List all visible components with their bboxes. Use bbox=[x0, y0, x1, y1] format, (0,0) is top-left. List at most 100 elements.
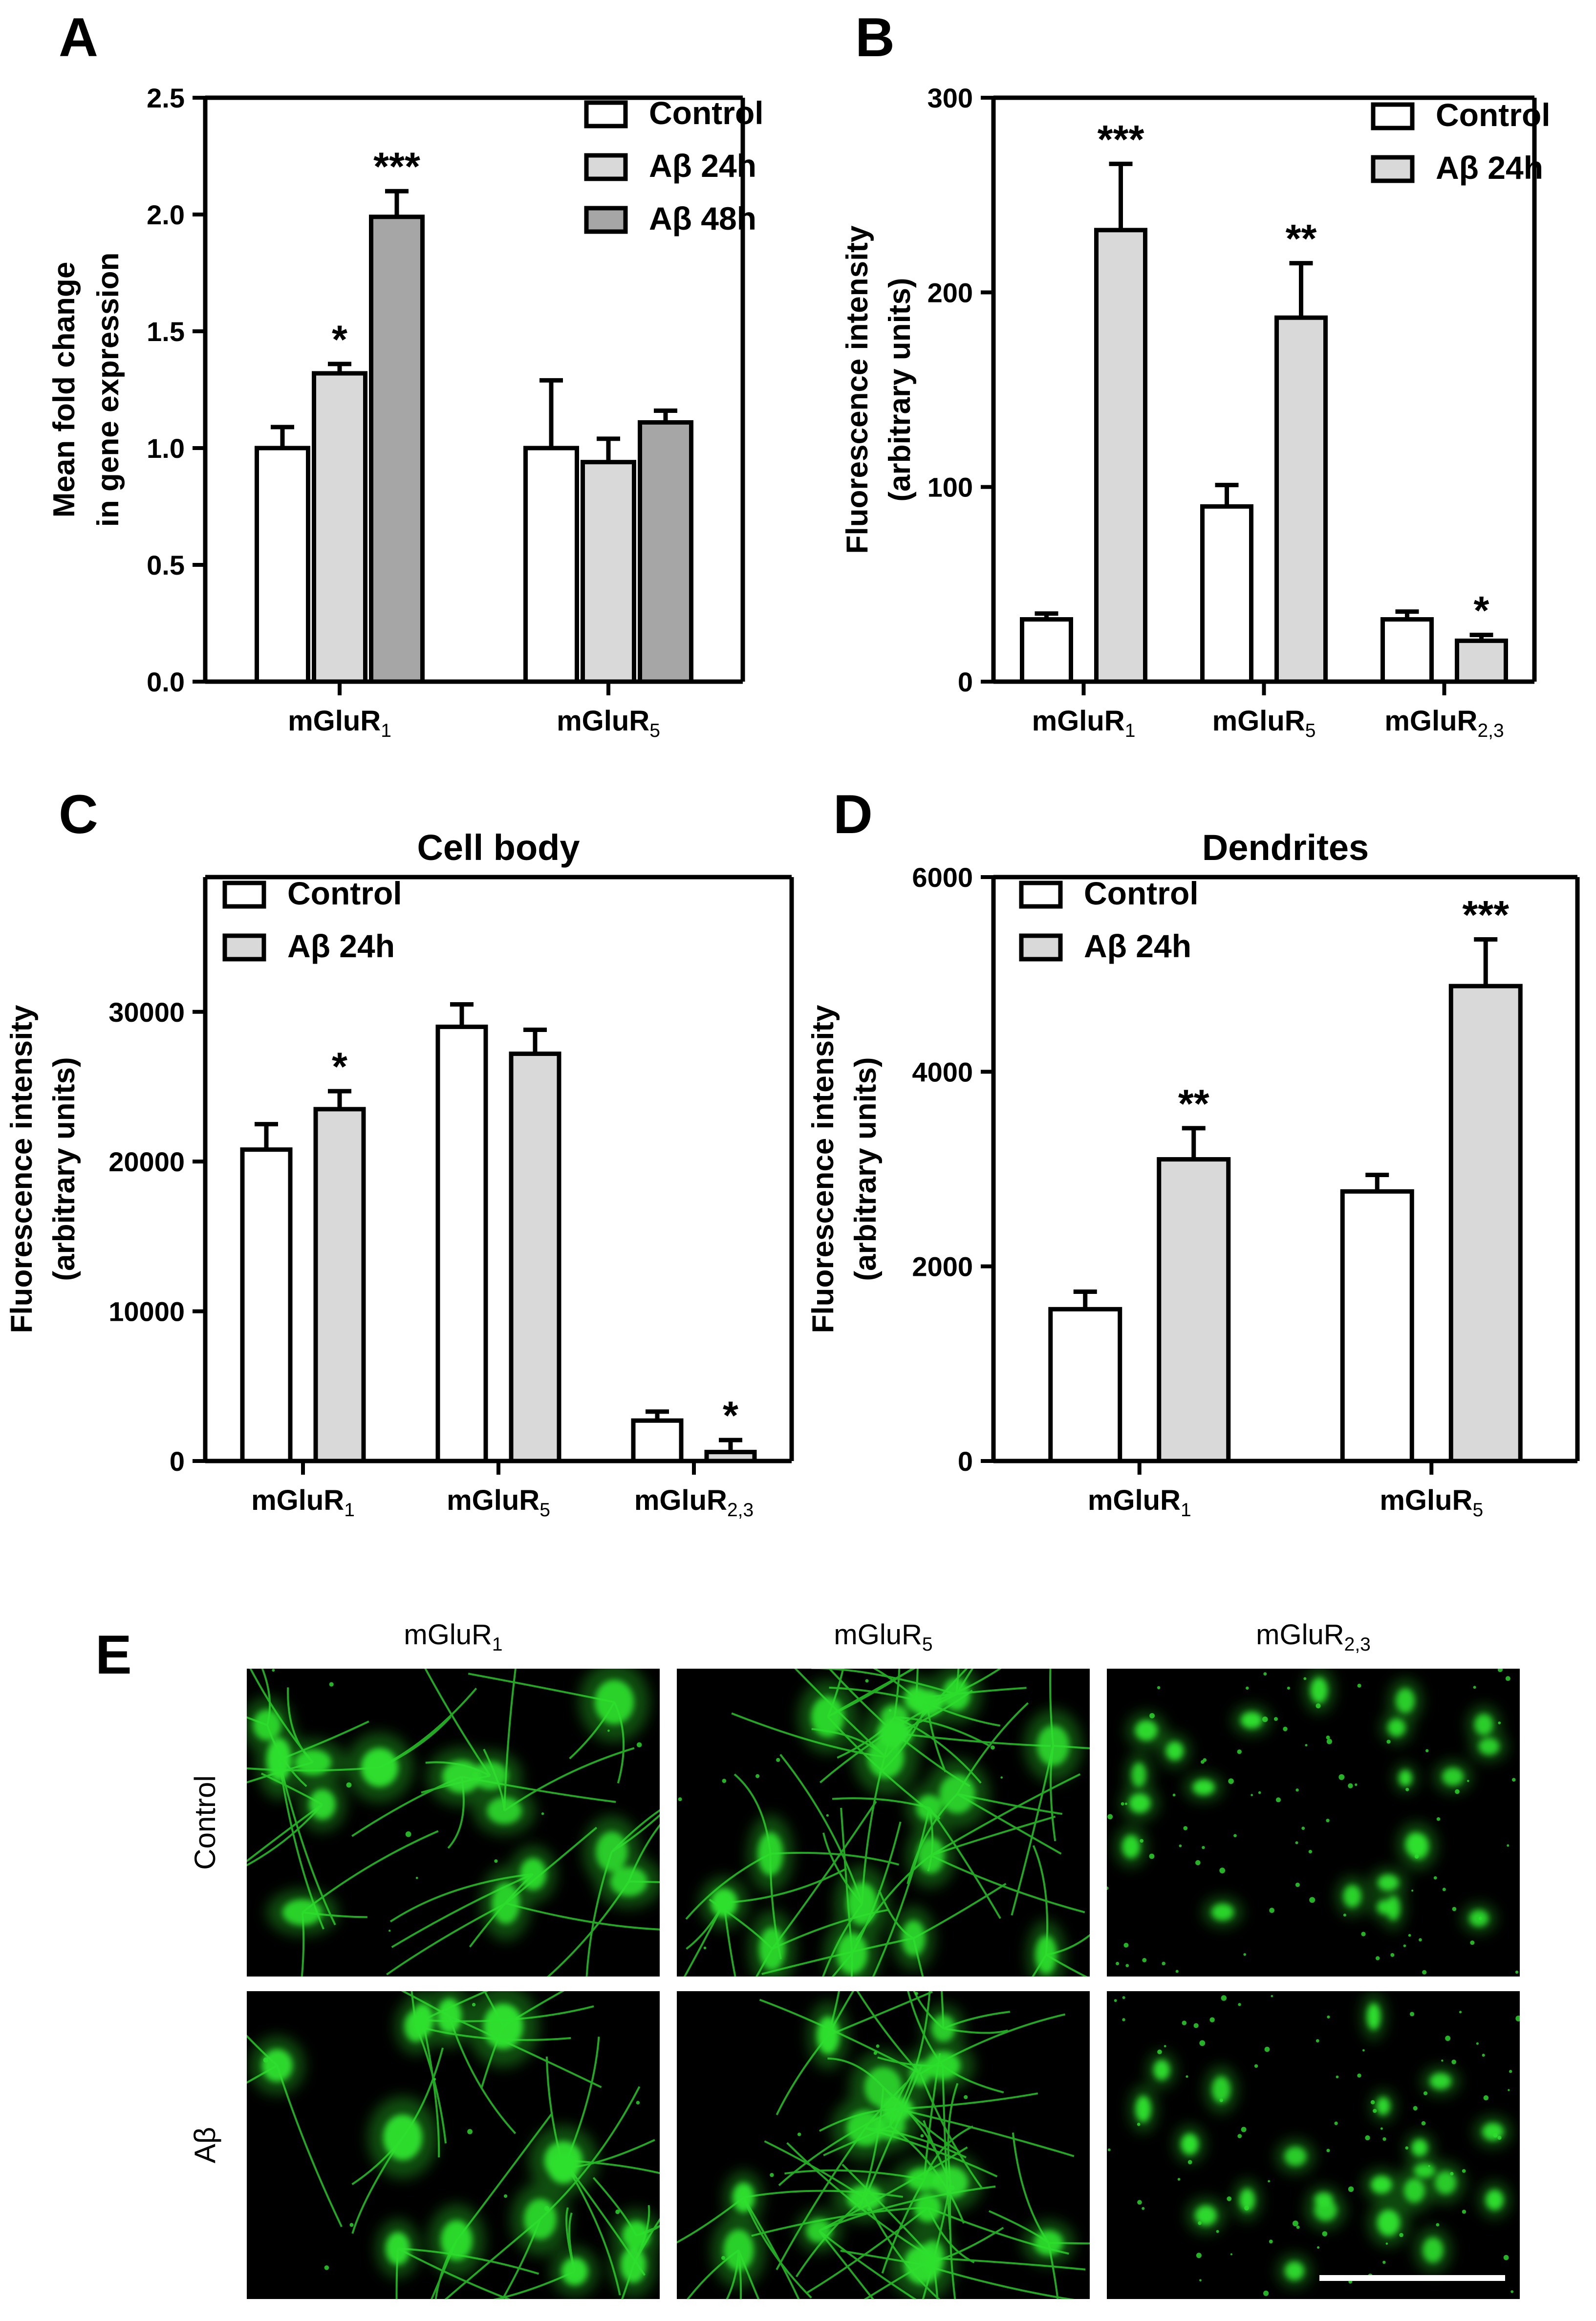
legend-swatch bbox=[1019, 881, 1063, 909]
legend-label: Aβ 24h bbox=[287, 928, 395, 964]
significance-marker: * bbox=[723, 1394, 738, 1438]
bar bbox=[509, 1052, 561, 1463]
significance-marker: ** bbox=[1286, 217, 1317, 261]
y-tick-label: 2000 bbox=[912, 1251, 973, 1282]
legend-label: Control bbox=[1436, 97, 1551, 133]
y-tick-label: 1.0 bbox=[147, 433, 185, 464]
panel-label-d: D bbox=[833, 784, 873, 845]
y-tick-label: 10000 bbox=[108, 1296, 185, 1327]
x-tick-label: mGluR1 bbox=[1088, 1484, 1191, 1521]
legend-label: Aβ 24h bbox=[1084, 928, 1191, 964]
bar bbox=[255, 446, 310, 684]
bar bbox=[240, 1147, 293, 1463]
y-tick-label: 100 bbox=[927, 472, 973, 503]
y-tick-label: 6000 bbox=[912, 862, 973, 893]
bar bbox=[1200, 504, 1253, 684]
panel-label-e: E bbox=[95, 1624, 132, 1685]
bar bbox=[312, 371, 367, 684]
y-tick-label: 0.0 bbox=[147, 666, 185, 697]
y-axis-label: Fluorescence intensity bbox=[5, 1005, 39, 1333]
chart-panel-c: C Cell body 0 10000 20000 30000 Fluorescence i… bbox=[5, 784, 794, 1521]
y-axis-label: Fluorescence intensity bbox=[841, 225, 874, 554]
y-tick-label: 200 bbox=[927, 277, 973, 308]
bar bbox=[369, 215, 425, 684]
chart-panel-b: B 0 100 200 300 Fluorescence intensity (arbitr… bbox=[841, 7, 1551, 741]
bar bbox=[1020, 617, 1073, 684]
bar bbox=[313, 1107, 366, 1463]
significance-marker: *** bbox=[1098, 117, 1144, 162]
legend-swatch bbox=[1371, 155, 1415, 183]
micrograph-image bbox=[247, 1991, 660, 2299]
y-tick-label: 0 bbox=[958, 1446, 973, 1477]
significance-marker: *** bbox=[373, 145, 420, 189]
panel-label-b: B bbox=[855, 7, 895, 68]
micrograph-image bbox=[247, 1669, 660, 1977]
y-axis-label: in gene expression bbox=[91, 253, 125, 527]
legend-swatch bbox=[584, 100, 628, 129]
y-tick-label: 300 bbox=[927, 83, 973, 113]
y-axis-label: (arbitrary units) bbox=[883, 278, 917, 501]
y-axis-label: (arbitrary units) bbox=[849, 1057, 883, 1281]
y-tick-label: 0 bbox=[958, 666, 973, 697]
x-tick-label: mGluR1 bbox=[288, 705, 391, 741]
x-tick-label: mGluR5 bbox=[557, 705, 660, 741]
x-tick-label: mGluR2,3 bbox=[634, 1484, 754, 1521]
column-header: mGluR5 bbox=[834, 1619, 932, 1655]
significance-marker: * bbox=[332, 1045, 347, 1089]
chart-title: Cell body bbox=[417, 827, 580, 868]
micrograph-image bbox=[677, 1991, 1090, 2299]
y-axis-label: Fluorescence intensity bbox=[806, 1005, 840, 1333]
legend-label: Aβ 48h bbox=[649, 200, 756, 236]
significance-marker: *** bbox=[1462, 893, 1509, 937]
legend-label: Control bbox=[1084, 875, 1199, 911]
legend-swatch bbox=[1371, 102, 1415, 130]
chart-title: Dendrites bbox=[1202, 827, 1369, 868]
micrograph-image bbox=[1107, 1991, 1520, 2299]
legend-label: Aβ 24h bbox=[1436, 150, 1543, 186]
bar bbox=[704, 1450, 757, 1463]
bar bbox=[1048, 1307, 1122, 1463]
bar bbox=[1455, 638, 1508, 684]
bar bbox=[1157, 1157, 1231, 1463]
y-tick-label: 4000 bbox=[912, 1056, 973, 1087]
bar bbox=[435, 1024, 488, 1463]
micrograph-background bbox=[1107, 1669, 1520, 1977]
legend-swatch bbox=[584, 153, 628, 181]
charts-layer: A 0.0 0.5 1.0 1.5 2.0 2.5 Mean fold change in ge… bbox=[5, 7, 1580, 1521]
y-tick-label: 30000 bbox=[108, 997, 185, 1028]
x-tick-label: mGluR5 bbox=[1380, 1484, 1483, 1521]
panel-label-c: C bbox=[59, 784, 98, 845]
y-axis-label: (arbitrary units) bbox=[47, 1057, 81, 1281]
y-axis-label: Mean fold change bbox=[47, 262, 81, 518]
panel-label-a: A bbox=[59, 7, 98, 68]
y-tick-label: 2.0 bbox=[147, 199, 185, 230]
legend-label: Aβ 24h bbox=[649, 148, 756, 184]
chart-panel-d: D Dendrites 0 2000 4000 6000 Fluorescence inte… bbox=[806, 784, 1580, 1521]
x-tick-label: mGluR5 bbox=[447, 1484, 550, 1521]
column-header: mGluR1 bbox=[404, 1619, 502, 1655]
row-label: Control bbox=[189, 1775, 221, 1870]
bar bbox=[1340, 1189, 1414, 1463]
significance-marker: * bbox=[332, 318, 347, 362]
significance-marker: ** bbox=[1178, 1082, 1209, 1126]
legend-swatch bbox=[222, 933, 266, 962]
legend-swatch bbox=[1019, 933, 1063, 962]
bar bbox=[581, 460, 636, 684]
chart-panel-a: A 0.0 0.5 1.0 1.5 2.0 2.5 Mean fold change in ge… bbox=[47, 7, 764, 741]
x-tick-label: mGluR5 bbox=[1212, 705, 1316, 741]
legend-label: Control bbox=[287, 875, 402, 911]
bar bbox=[1094, 228, 1147, 684]
legend-swatch bbox=[584, 206, 628, 234]
y-tick-label: 0 bbox=[170, 1446, 185, 1477]
x-tick-label: mGluR1 bbox=[251, 1484, 355, 1521]
y-tick-label: 1.5 bbox=[147, 316, 185, 347]
x-tick-label: mGluR2,3 bbox=[1384, 705, 1504, 741]
significance-marker: * bbox=[1474, 588, 1489, 633]
bar bbox=[523, 446, 579, 684]
y-tick-label: 2.5 bbox=[147, 83, 185, 113]
bar bbox=[1274, 315, 1328, 684]
micrograph-background bbox=[1107, 1991, 1520, 2299]
bar bbox=[1448, 984, 1523, 1463]
